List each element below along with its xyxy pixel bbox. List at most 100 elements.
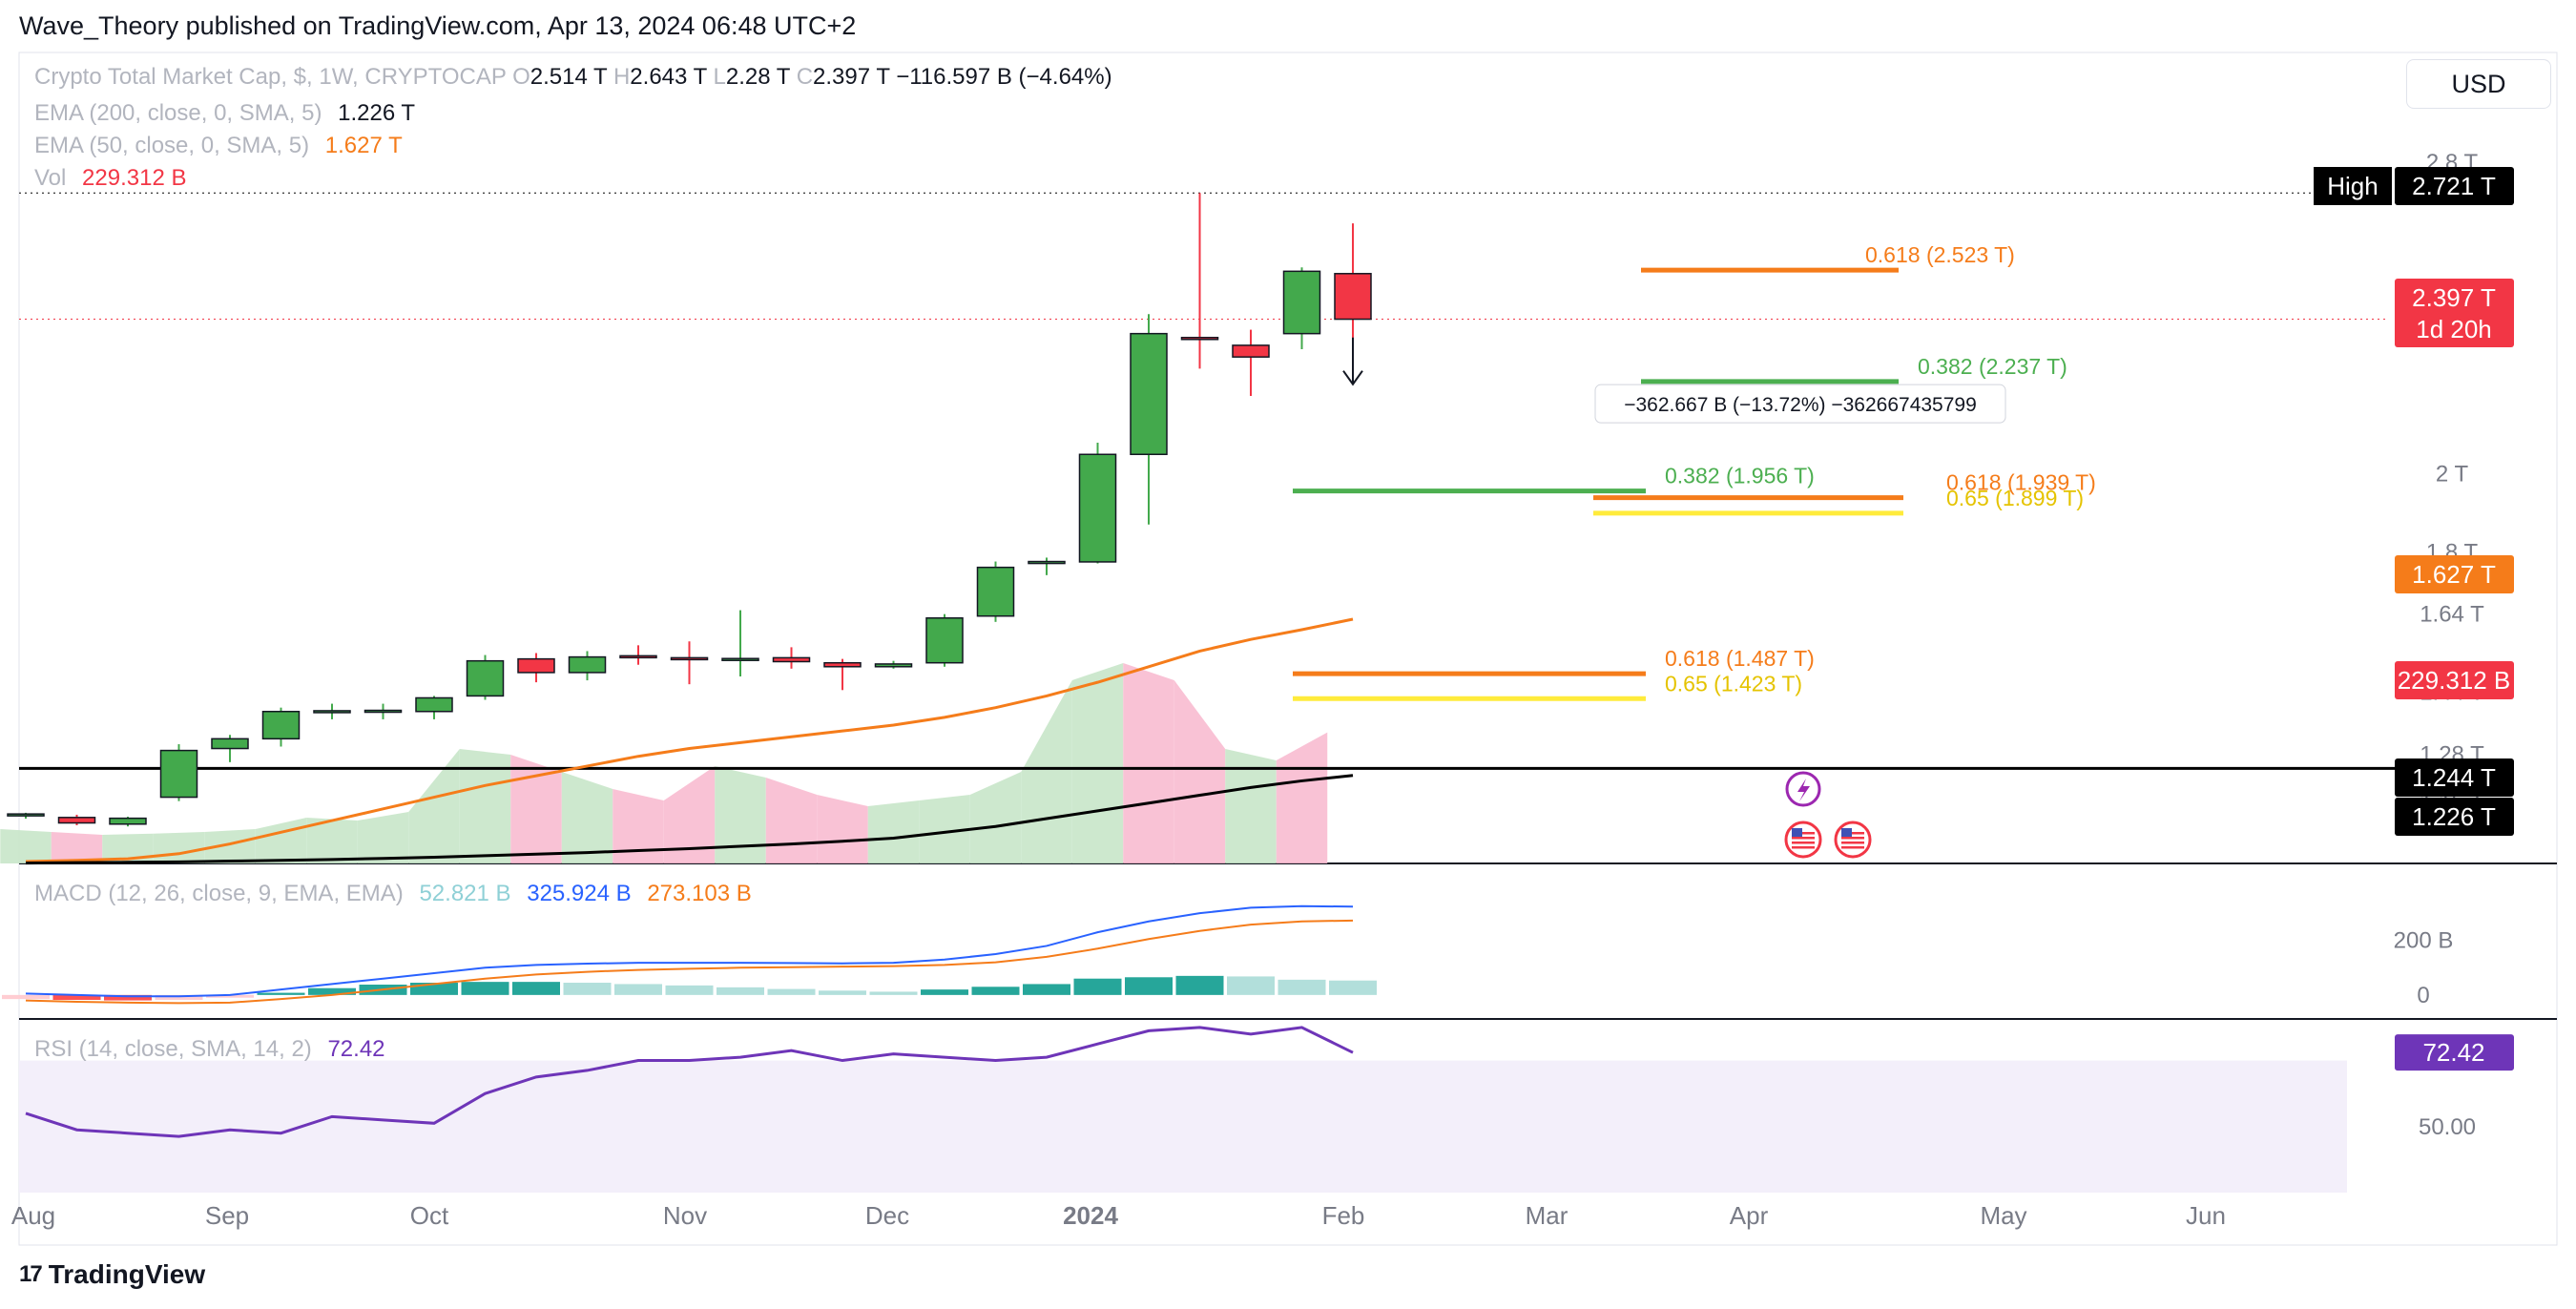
time-axis-label: 2024 <box>1063 1201 1118 1230</box>
tradingview-logo-icon: 17 <box>19 1261 43 1287</box>
ohlc-key-o: O <box>512 64 530 90</box>
time-axis-label: Nov <box>663 1201 707 1230</box>
tradingview-logo[interactable]: 17 TradingView <box>19 1259 205 1290</box>
high-label-bg <box>2395 167 2514 205</box>
volume-legend-value: 229.312 B <box>82 165 187 191</box>
candle-body <box>721 657 759 661</box>
candle-body <box>415 696 453 713</box>
candle-body <box>976 566 1015 617</box>
time-axis-label: May <box>1980 1201 2026 1230</box>
ema200-legend-value: 1.226 T <box>338 100 416 126</box>
flag-stripe <box>1792 832 1815 835</box>
volume-area <box>204 829 256 863</box>
candle-body <box>619 654 657 659</box>
volume-area <box>255 818 307 863</box>
ema50-legend-value: 1.627 T <box>324 133 403 158</box>
ohlc-key-c: C <box>796 64 814 90</box>
measure-arrow-icon <box>1342 337 1363 386</box>
macd-histogram-bar <box>2 994 50 1000</box>
candle-body <box>211 738 249 750</box>
macd-histogram-bar <box>1227 976 1275 995</box>
macd-signal-value: 273.103 B <box>647 881 752 906</box>
ema200-legend-label: EMA (200, close, 0, SMA, 5) <box>34 100 322 126</box>
macd-histogram-bar <box>1073 978 1122 995</box>
time-axis-label: Jun <box>2186 1201 2226 1230</box>
macd-histogram-bar <box>155 994 203 1000</box>
time-axis-label: Sep <box>205 1201 249 1230</box>
fib-level-label: 0.382 (2.237 T) <box>1918 354 2067 379</box>
ema200-label: 1.226 T <box>2412 802 2496 831</box>
time-axis-label: Dec <box>865 1201 909 1230</box>
volume-area <box>357 812 409 863</box>
macd-histogram-bar <box>971 987 1020 995</box>
ema200-line <box>25 774 1354 865</box>
macd-line-value: 325.924 B <box>527 881 632 906</box>
flag-canton <box>1841 828 1852 837</box>
candle-body <box>772 656 811 663</box>
macd-histogram-bar <box>1278 979 1326 995</box>
ohlc-values: O2.514 T H2.643 T L2.28 T C2.397 T <box>512 64 896 90</box>
volume-label-bg <box>2395 661 2514 699</box>
rsi-legend-value: 72.42 <box>327 1036 385 1062</box>
measure-label: −362.667 B (−13.72%) −362667435799 <box>1624 394 1977 416</box>
macd-axis-tick: 200 B <box>2394 928 2454 954</box>
flag-stripe <box>1841 837 1864 840</box>
macd-histogram-bar <box>767 988 816 995</box>
macd-histogram-bar <box>563 983 612 995</box>
candle-body <box>874 663 913 668</box>
lightning-icon-glyph <box>1797 779 1810 801</box>
measure-label-box <box>1594 384 2006 424</box>
ohlc-key-l: L <box>713 64 726 90</box>
candle-body <box>925 617 964 664</box>
volume-area <box>817 795 868 863</box>
last-price-label-countdown: 1d 20h <box>2416 315 2492 343</box>
ema50-line <box>25 617 1354 863</box>
fib-level-label: 0.382 (1.956 T) <box>1665 464 1815 488</box>
us-flag-event-icon <box>1834 821 1872 859</box>
candle-body <box>670 656 709 661</box>
volume-area <box>969 772 1022 863</box>
volume-area <box>459 749 511 863</box>
ohlc-value-h: 2.643 T <box>630 64 714 90</box>
horizontal-line-label-bg <box>2395 758 2514 797</box>
rsi-legend-label: RSI (14, close, SMA, 14, 2) <box>34 1036 312 1062</box>
tradingview-logo-text: TradingView <box>48 1259 206 1289</box>
legend-rsi: RSI (14, close, SMA, 14, 2) 72.42 <box>34 1035 385 1064</box>
volume-area <box>0 829 52 863</box>
high-label-title: High <box>2327 172 2378 200</box>
fib-level-label: 0.65 (1.899 T) <box>1946 486 2084 510</box>
rsi-price-label-bg <box>2395 1034 2514 1071</box>
ohlc-value-c: 2.397 T <box>813 64 897 90</box>
macd-histogram-bar <box>1329 980 1377 995</box>
flag-stripe <box>1792 837 1815 840</box>
rsi-price-label: 72.42 <box>2422 1038 2484 1067</box>
time-axis-label: Aug <box>11 1201 55 1230</box>
legend-ema200: EMA (200, close, 0, SMA, 5) 1.226 T <box>34 99 415 128</box>
volume-area <box>561 772 613 863</box>
candle-body <box>1334 273 1372 321</box>
last-price-label: 2.397 T <box>2412 283 2496 312</box>
volume-area <box>715 766 766 863</box>
macd-legend-label: MACD (12, 26, close, 9, EMA, EMA) <box>34 881 404 906</box>
macd-histogram-bar <box>461 982 509 995</box>
price-axis-tick: 1.64 T <box>2420 602 2484 628</box>
rsi-axis-tick: 50.00 <box>2419 1114 2476 1140</box>
volume-area <box>408 749 460 863</box>
ohlc-key-h: H <box>613 64 631 90</box>
legend-macd: MACD (12, 26, close, 9, EMA, EMA) 52.821… <box>34 880 752 908</box>
macd-histogram-bar <box>921 989 968 995</box>
volume-area <box>1123 663 1174 863</box>
price-axis-tick: 2 T <box>2436 462 2469 488</box>
horizontal-line-label: 1.244 T <box>2412 763 2496 792</box>
us-flag-event-icon <box>1784 821 1822 859</box>
macd-histogram-bar <box>52 994 101 1000</box>
currency-button[interactable]: USD <box>2406 59 2551 109</box>
ohlc-value-l: 2.28 T <box>725 64 797 90</box>
macd-histogram-bar <box>1125 977 1173 995</box>
macd-histogram-bar <box>308 987 356 995</box>
ema50-label: 1.627 T <box>2412 560 2496 589</box>
volume-area <box>919 795 970 863</box>
volume-area <box>663 766 716 863</box>
volume-area <box>153 832 205 863</box>
